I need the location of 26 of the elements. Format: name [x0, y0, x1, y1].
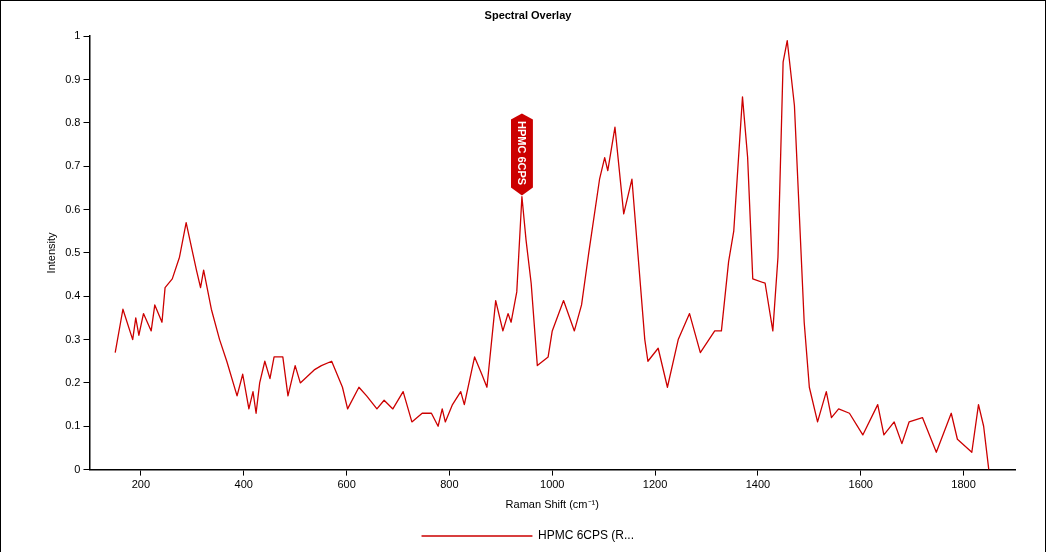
y-tick-label: 0.6 — [65, 202, 81, 215]
y-tick-label: 0 — [74, 462, 81, 475]
y-tick-label: 0.8 — [65, 115, 81, 128]
y-axis-title: Intensity — [44, 231, 57, 274]
x-tick-label: 1200 — [642, 478, 668, 491]
y-tick-label: 0.1 — [65, 419, 81, 432]
y-tick-label: 1 — [74, 29, 81, 42]
x-tick-label: 200 — [131, 478, 151, 491]
x-tick-label: 1600 — [848, 478, 873, 491]
y-tick-label: 0.2 — [65, 375, 81, 388]
text: HPMC 6CPS (R... — [537, 528, 635, 543]
x-tick-label: 1000 — [540, 478, 565, 491]
x-tick-label: 1800 — [951, 478, 976, 491]
x-tick-label: 800 — [440, 478, 459, 491]
x-tick-label: 400 — [234, 478, 253, 491]
y-tick-label: 0.7 — [65, 159, 81, 172]
y-tick-label: 0.3 — [65, 332, 81, 345]
y-tick-label: 0.5 — [65, 245, 81, 258]
y-tick-label: 0.9 — [65, 72, 81, 85]
callout-tag: HPMC 6CPS — [510, 113, 533, 196]
y-tick-label: 0.4 — [65, 289, 81, 302]
x-tick-label: 600 — [337, 478, 356, 491]
annotation: HPMC 6CPS — [515, 121, 528, 186]
x-tick-label: 1400 — [745, 478, 771, 491]
x-axis-title: Raman Shift (cm⁻¹) — [505, 498, 599, 511]
chart-title: Spectral Overlay — [484, 8, 573, 21]
